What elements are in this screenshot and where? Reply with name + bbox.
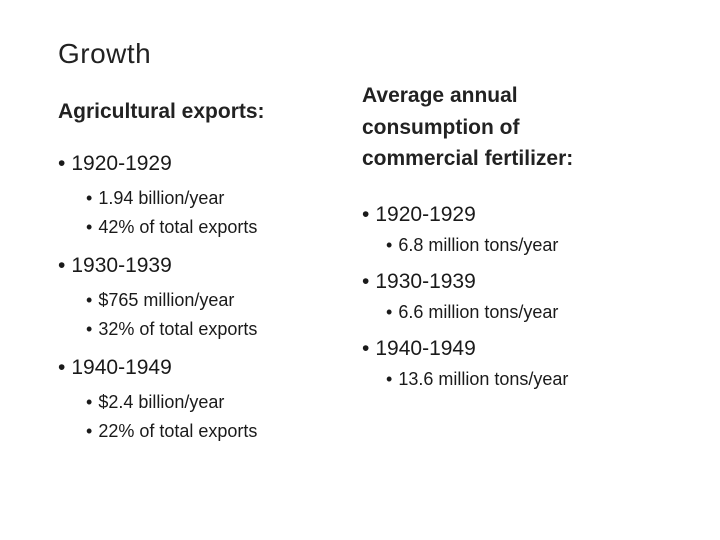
period-item: • 1940-1949: [362, 335, 702, 363]
right-heading-line: Average annual: [362, 84, 518, 107]
bullet: •: [86, 289, 93, 310]
sub-item-text: 32% of total exports: [98, 318, 258, 339]
bullet: •: [362, 336, 370, 360]
sub-item: • 13.6 million tons/year: [362, 365, 702, 394]
right-heading-line: consumption of: [362, 115, 520, 139]
bullet: •: [86, 420, 93, 441]
bullet: •: [86, 391, 93, 412]
period-label: 1930-1939: [71, 253, 172, 277]
right-group-1940: • 1940-1949 • 13.6 million tons/year: [362, 335, 702, 394]
right-group-1920: • 1920-1929 • 6.8 million tons/year: [362, 201, 702, 260]
right-group-1930: • 1930-1939 • 6.6 million tons/year: [362, 268, 702, 327]
left-group-1940: • 1940-1949 • $2.4 billion/year • 22% of to…: [58, 354, 348, 446]
period-item: • 1920-1929: [362, 201, 702, 229]
period-label: 1940-1949: [375, 336, 476, 360]
sub-item-text: 6.8 million tons/year: [398, 234, 559, 255]
bullet: •: [362, 202, 370, 226]
sub-item-text: $2.4 billion/year: [98, 391, 225, 412]
period-label: 1930-1939: [375, 269, 476, 293]
sub-item: • $2.4 billion/year: [58, 388, 348, 417]
sub-item: • $765 million/year: [58, 286, 348, 315]
left-heading: Agricultural exports:: [58, 100, 265, 123]
period-label: 1940-1949: [71, 355, 172, 379]
period-item: • 1940-1949: [58, 354, 348, 382]
sub-item-text: 13.6 million tons/year: [398, 368, 569, 389]
bullet: •: [362, 269, 370, 293]
period-item: • 1920-1929: [58, 150, 348, 178]
bullet: •: [386, 301, 393, 322]
left-column: Agricultural exports: • 1920-1929 • 1.94 b…: [58, 96, 348, 446]
bullet: •: [58, 355, 66, 379]
period-label: 1920-1929: [71, 151, 172, 175]
sub-item-text: 42% of total exports: [98, 216, 258, 237]
right-heading: Average annual consumption of commercial…: [362, 80, 702, 175]
sub-item-text: $765 million/year: [98, 289, 235, 310]
sub-item: • 32% of total exports: [58, 315, 348, 344]
sub-item-text: 22% of total exports: [98, 420, 258, 441]
bullet: •: [386, 368, 393, 389]
sub-item: • 6.6 million tons/year: [362, 298, 702, 327]
sub-item: • 42% of total exports: [58, 213, 348, 242]
period-item: • 1930-1939: [362, 268, 702, 296]
period-label: 1920-1929: [375, 202, 476, 226]
right-column: Average annual consumption of commercial…: [362, 80, 702, 402]
sub-item-text: 1.94 billion/year: [98, 187, 225, 208]
bullet: •: [86, 318, 93, 339]
sub-item: • 6.8 million tons/year: [362, 231, 702, 260]
left-group-1920: • 1920-1929 • 1.94 billion/year • 42% of to…: [58, 150, 348, 242]
slide-title: Growth: [58, 38, 152, 69]
left-group-1930: • 1930-1939 • $765 million/year • 32% of to…: [58, 252, 348, 344]
bullet: •: [86, 216, 93, 237]
sub-item: • 1.94 billion/year: [58, 184, 348, 213]
sub-item: • 22% of total exports: [58, 417, 348, 446]
right-heading-line: commercial fertilizer:: [362, 147, 574, 170]
sub-item-text: 6.6 million tons/year: [398, 301, 559, 322]
period-item: • 1930-1939: [58, 252, 348, 280]
bullet: •: [386, 234, 393, 255]
bullet: •: [58, 253, 66, 277]
bullet: •: [86, 187, 93, 208]
bullet: •: [58, 151, 66, 175]
